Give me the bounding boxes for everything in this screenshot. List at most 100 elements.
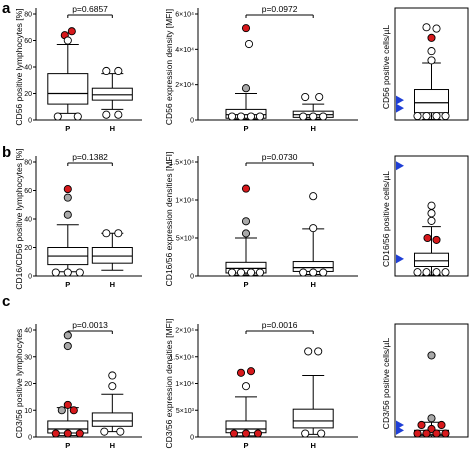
data-point: [299, 112, 308, 121]
data-point: [67, 27, 76, 36]
data-point: [427, 209, 436, 218]
data-point: [255, 268, 265, 277]
data-point: [437, 420, 446, 430]
data-point: [427, 216, 436, 225]
y-tick-label: 30: [24, 354, 32, 361]
y-axis-label: CD56 positive lymphocytes [%]: [14, 8, 24, 125]
data-point: [422, 111, 431, 121]
box: [414, 89, 449, 114]
y-tick-label: 0: [190, 274, 194, 281]
data-point: [432, 24, 441, 33]
box: [292, 408, 334, 429]
y-tick-label: 80: [24, 12, 32, 19]
data-point: [227, 268, 237, 277]
data-point: [319, 268, 328, 277]
y-axis-label: CD3/56 positive cells/µL: [381, 338, 391, 430]
data-point: [309, 224, 318, 233]
y-axis-label: CD56 positive cells/µL: [381, 25, 391, 110]
data-point: [75, 268, 84, 277]
data-point: [423, 233, 432, 243]
data-point: [241, 217, 251, 226]
category-label: H: [310, 280, 315, 289]
box: [47, 73, 89, 105]
data-point: [422, 268, 431, 277]
data-point: [63, 193, 72, 202]
data-point: [63, 341, 72, 351]
category-label: H: [110, 441, 115, 450]
data-point: [427, 201, 436, 210]
reference-marker: [396, 420, 404, 430]
y-tick-label: 1×10⁴: [175, 198, 194, 205]
data-point: [63, 331, 72, 340]
data-point: [102, 229, 111, 238]
data-point: [51, 429, 60, 438]
data-point: [246, 367, 256, 376]
chart-c-3: CD3/56 positive cells/µL: [381, 323, 469, 438]
data-point: [255, 112, 265, 121]
category-label: H: [110, 124, 115, 133]
category-label: H: [110, 280, 115, 289]
data-point: [108, 382, 117, 391]
data-point: [63, 429, 72, 438]
plot-frame: [394, 155, 469, 277]
y-tick-label: 5×10³: [176, 408, 195, 415]
box: [225, 261, 267, 274]
data-point: [116, 427, 125, 436]
data-point: [301, 429, 310, 438]
data-point: [244, 39, 254, 49]
data-point: [432, 235, 441, 244]
panel-letter-b: b: [2, 144, 11, 161]
category-label: P: [243, 280, 248, 289]
y-tick-label: 6×10⁴: [175, 12, 194, 19]
y-axis-label: CD3/56 expression densities [MFI]: [164, 319, 174, 449]
data-point: [241, 429, 251, 438]
data-point: [422, 429, 431, 438]
data-point: [63, 210, 72, 219]
data-point: [246, 112, 256, 121]
data-point: [114, 110, 123, 119]
data-point: [63, 400, 72, 409]
y-tick-label: 40: [24, 328, 32, 335]
data-point: [299, 268, 308, 277]
reference-marker: [396, 103, 404, 113]
data-point: [317, 429, 326, 438]
data-point: [427, 351, 436, 360]
category-label: P: [243, 441, 248, 450]
data-point: [427, 56, 436, 65]
y-tick-label: 40: [24, 217, 32, 224]
category-label: P: [65, 441, 70, 450]
category-label: H: [310, 124, 315, 133]
y-tick-label: 1×10⁴: [175, 381, 194, 388]
pvalue-label: p=0.6857: [72, 4, 108, 14]
y-axis-label: CD16/56 positive cells/µL: [381, 171, 391, 267]
y-tick-label: 0: [28, 118, 32, 125]
data-point: [241, 229, 251, 238]
data-point: [57, 406, 66, 415]
data-point: [102, 66, 111, 76]
data-point: [236, 368, 246, 377]
panel-letter-c: c: [2, 293, 10, 310]
box: [91, 412, 133, 427]
data-point: [108, 371, 117, 380]
data-point: [413, 111, 422, 121]
data-point: [304, 347, 313, 356]
y-tick-label: 0: [28, 274, 32, 281]
data-point: [75, 429, 84, 438]
data-point: [441, 429, 450, 438]
data-point: [309, 112, 318, 121]
y-tick-label: 0: [28, 435, 32, 442]
data-point: [315, 92, 324, 102]
data-point: [427, 47, 436, 56]
y-tick-label: 20: [24, 245, 32, 252]
box: [91, 247, 133, 264]
panel-letter-a: a: [2, 0, 11, 17]
data-point: [100, 427, 109, 436]
data-point: [319, 112, 328, 121]
data-point: [102, 110, 111, 119]
data-point: [241, 184, 251, 193]
